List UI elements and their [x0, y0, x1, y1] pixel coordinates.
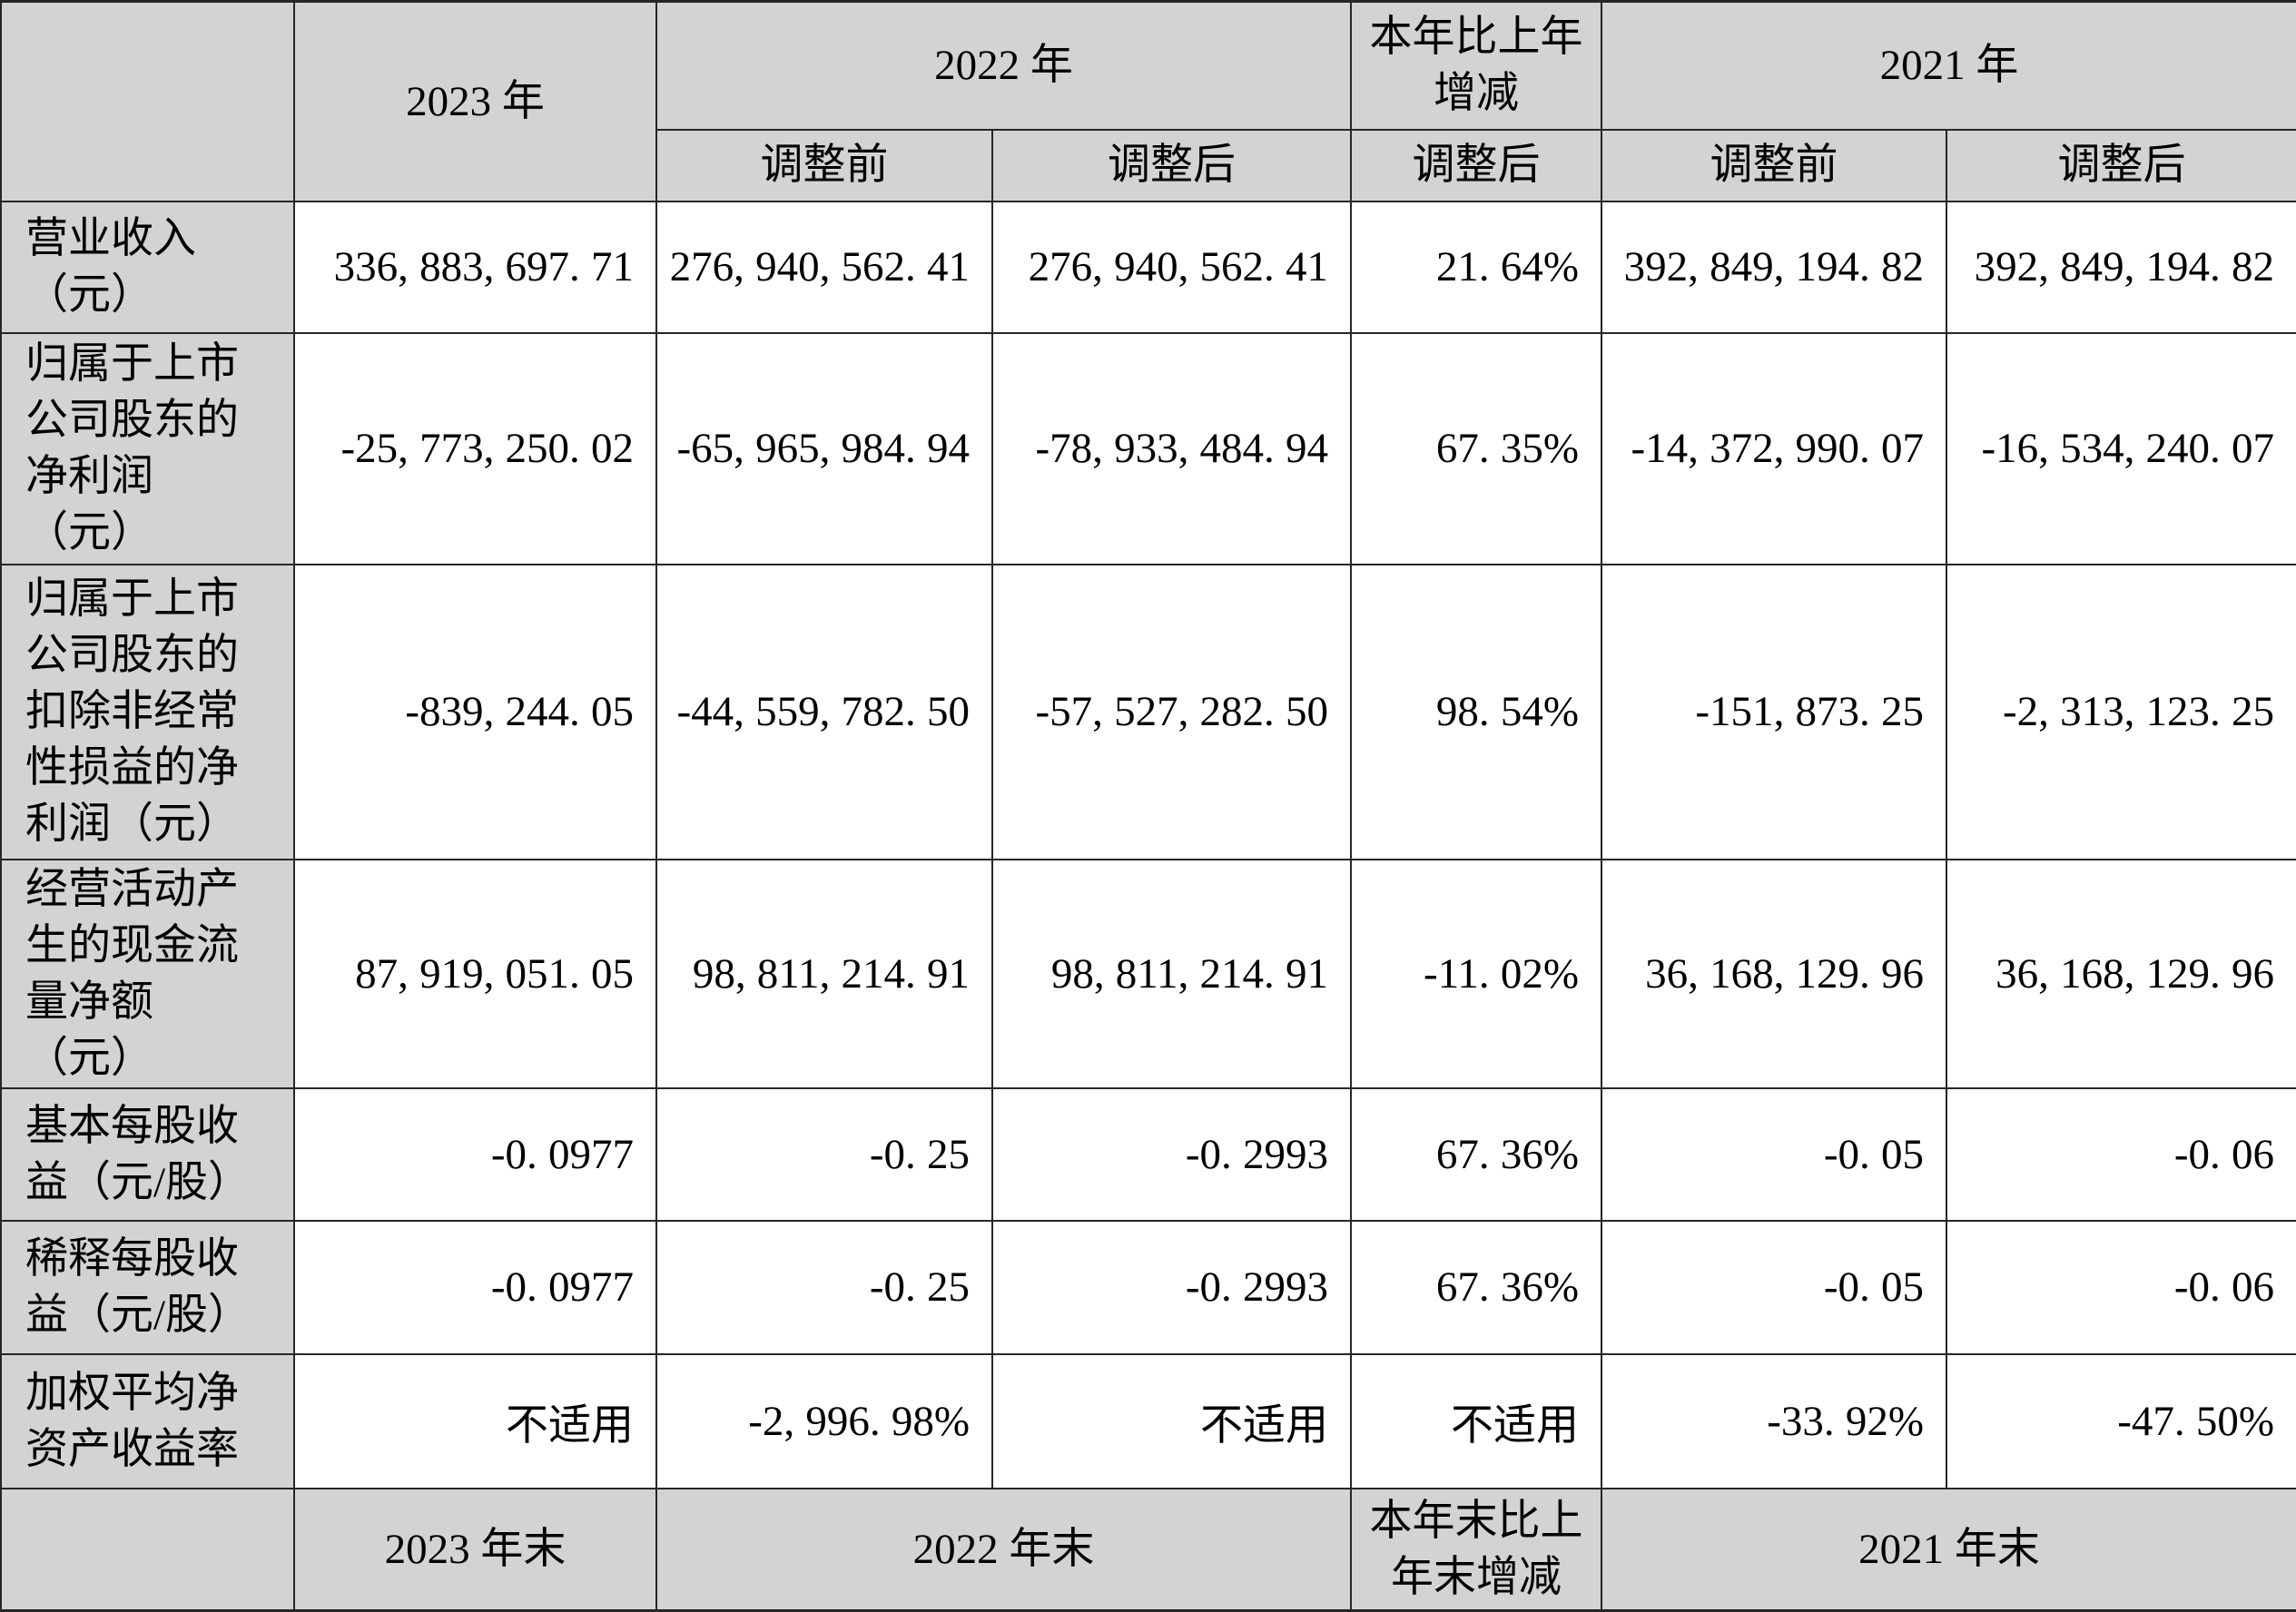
- row-label-net-profit: 归属于上市 公司股东的 净利润 （元）: [0, 331, 295, 565]
- cell-diluted-eps-2022-pre: -0. 25: [655, 1219, 993, 1355]
- corner-cell: [0, 0, 295, 202]
- table-row-basic-eps: 基本每股收 益（元/股） -0. 0977 -0. 25 -0. 2993 67. 36…: [0, 1086, 2296, 1222]
- col-header-2022: 2022 年: [655, 0, 1352, 131]
- cell-basic-eps-2022-post: -0. 2993: [991, 1086, 1352, 1222]
- cell-operating-cash-flow-2022-pre: 98, 811, 214. 91: [655, 858, 993, 1089]
- col-header-2023: 2023 年: [293, 0, 657, 202]
- cell-weighted-avg-roe-2021-pre: -33. 92%: [1601, 1352, 1947, 1489]
- header-row-years: 2023 年 2022 年 本年比上年 增减 2021 年: [0, 0, 2296, 202]
- cell-operating-cash-flow-2021-post: 36, 168, 129. 96: [1946, 858, 2296, 1089]
- cell-diluted-eps-2022-post: -0. 2993: [991, 1219, 1352, 1355]
- footer-yoy-year-end: 本年末比上 年末增减: [1350, 1487, 1602, 1612]
- table-row-diluted-eps: 稀释每股收 益（元/股） -0. 0977 -0. 25 -0. 2993 67. 36…: [0, 1219, 2296, 1355]
- cell-net-profit-2021-post: -16, 534, 240. 07: [1946, 331, 2296, 565]
- col-header-2021: 2021 年: [1601, 0, 2296, 131]
- cell-revenue-2021-pre: 392, 849, 194. 82: [1601, 200, 1947, 334]
- cell-weighted-avg-roe-2022-pre: -2, 996. 98%: [655, 1352, 993, 1489]
- cell-weighted-avg-roe-2022-post: 不适用: [991, 1352, 1352, 1489]
- cell-operating-cash-flow-2021-pre: 36, 168, 129. 96: [1601, 858, 1947, 1089]
- cell-deducted-net-profit-2022-pre: -44, 559, 782. 50: [655, 563, 993, 860]
- header-row-adjusted: 调整前 调整后 调整后 调整前 调整后: [1, 128, 2296, 202]
- cell-diluted-eps-2023: -0. 0977: [293, 1219, 657, 1355]
- cell-net-profit-2021-pre: -14, 372, 990. 07: [1601, 331, 1947, 565]
- cell-revenue-2022-post: 276, 940, 562. 41: [991, 200, 1352, 334]
- col-header-2021-post-adjust: 调整后: [1946, 128, 2296, 202]
- cell-deducted-net-profit-2022-post: -57, 527, 282. 50: [991, 563, 1352, 860]
- cell-basic-eps-yoy: 67. 36%: [1350, 1086, 1602, 1222]
- col-header-yoy-post-adjust: 调整后: [1350, 128, 1602, 202]
- cell-net-profit-2023: -25, 773, 250. 02: [293, 331, 657, 565]
- cell-revenue-2023: 336, 883, 697. 71: [293, 200, 657, 334]
- row-label-basic-eps: 基本每股收 益（元/股）: [0, 1086, 295, 1222]
- row-label-deducted-net-profit: 归属于上市 公司股东的 扣除非经常 性损益的净 利润（元）: [0, 563, 295, 860]
- cell-weighted-avg-roe-2021-post: -47. 50%: [1946, 1352, 2296, 1489]
- cell-basic-eps-2021-post: -0. 06: [1946, 1086, 2296, 1222]
- row-label-revenue: 营业收入 （元）: [0, 200, 295, 334]
- row-label-weighted-avg-roe: 加权平均净 资产收益率: [0, 1352, 295, 1489]
- footer-2022-year-end: 2022 年末: [655, 1487, 1352, 1612]
- cell-net-profit-2022-post: -78, 933, 484. 94: [991, 331, 1352, 565]
- cell-operating-cash-flow-2022-post: 98, 811, 214. 91: [991, 858, 1352, 1089]
- cell-operating-cash-flow-2023: 87, 919, 051. 05: [293, 858, 657, 1089]
- cell-weighted-avg-roe-yoy: 不适用: [1350, 1352, 1602, 1489]
- cell-revenue-2021-post: 392, 849, 194. 82: [1946, 200, 2296, 334]
- table-row-net-profit: 归属于上市 公司股东的 净利润 （元） -25, 773, 250. 02 -65, 9…: [0, 331, 2296, 565]
- col-header-2022-post-adjust: 调整后: [991, 128, 1352, 202]
- table-row-revenue: 营业收入 （元） 336, 883, 697. 71 276, 940, 562. 41 2…: [0, 200, 2296, 334]
- footer-2023-year-end: 2023 年末: [293, 1487, 657, 1612]
- col-header-2021-pre-adjust: 调整前: [1601, 128, 1947, 202]
- cell-diluted-eps-yoy: 67. 36%: [1350, 1219, 1602, 1355]
- cell-diluted-eps-2021-pre: -0. 05: [1601, 1219, 1947, 1355]
- cell-revenue-yoy: 21. 64%: [1350, 200, 1602, 334]
- cell-net-profit-2022-pre: -65, 965, 984. 94: [655, 331, 993, 565]
- cell-deducted-net-profit-2021-post: -2, 313, 123. 25: [1946, 563, 2296, 860]
- cell-net-profit-yoy: 67. 35%: [1350, 331, 1602, 565]
- cell-operating-cash-flow-yoy: -11. 02%: [1350, 858, 1602, 1089]
- footer-2021-year-end: 2021 年末: [1601, 1487, 2296, 1612]
- cell-basic-eps-2023: -0. 0977: [293, 1086, 657, 1222]
- row-label-diluted-eps: 稀释每股收 益（元/股）: [0, 1219, 295, 1355]
- footer-row-year-end: 2023 年末 2022 年末 本年末比上 年末增减 2021 年末: [0, 1487, 2296, 1612]
- table-row-deducted-net-profit: 归属于上市 公司股东的 扣除非经常 性损益的净 利润（元） -839, 244. 0…: [0, 563, 2296, 860]
- table-row-weighted-avg-roe: 加权平均净 资产收益率 不适用 -2, 996. 98% 不适用 不适用 -33. 9…: [0, 1352, 2296, 1489]
- table-row-operating-cash-flow: 经营活动产 生的现金流 量净额 （元） 87, 919, 051. 05 98, 811…: [0, 858, 2296, 1089]
- cell-weighted-avg-roe-2023: 不适用: [293, 1352, 657, 1489]
- cell-deducted-net-profit-yoy: 98. 54%: [1350, 563, 1602, 860]
- cell-basic-eps-2021-pre: -0. 05: [1601, 1086, 1947, 1222]
- cell-revenue-2022-pre: 276, 940, 562. 41: [655, 200, 993, 334]
- cell-deducted-net-profit-2023: -839, 244. 05: [293, 563, 657, 860]
- cell-diluted-eps-2021-post: -0. 06: [1946, 1219, 2296, 1355]
- col-header-yoy: 本年比上年 增减: [1350, 0, 1602, 131]
- cell-deducted-net-profit-2021-pre: -151, 873. 25: [1601, 563, 1947, 860]
- row-label-operating-cash-flow: 经营活动产 生的现金流 量净额 （元）: [0, 858, 295, 1089]
- col-header-2022-pre-adjust: 调整前: [655, 128, 993, 202]
- cell-basic-eps-2022-pre: -0. 25: [655, 1086, 993, 1222]
- footer-corner-cell: [0, 1487, 295, 1612]
